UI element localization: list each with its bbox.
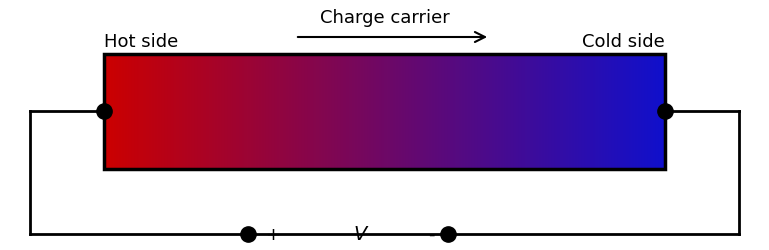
Bar (104, 55, 665, 169)
Text: +: + (265, 225, 280, 243)
Text: -: - (428, 225, 435, 243)
Text: Charge carrier: Charge carrier (320, 9, 450, 27)
Text: Hot side: Hot side (104, 33, 178, 51)
Text: V: V (353, 224, 367, 244)
Text: Cold side: Cold side (582, 33, 665, 51)
